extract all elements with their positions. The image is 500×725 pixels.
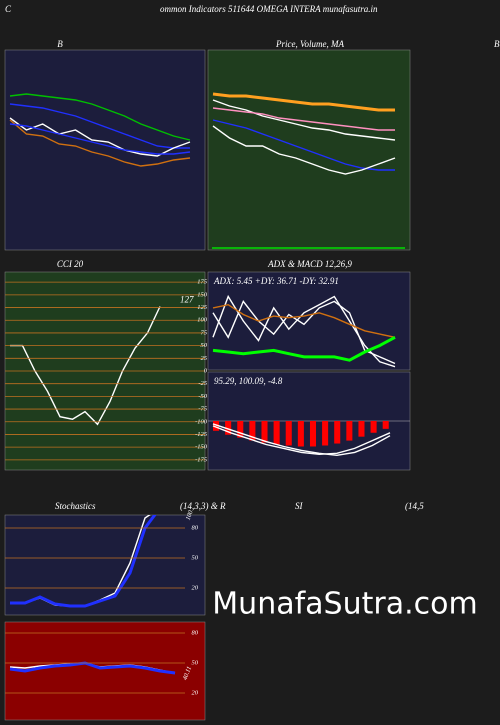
histogram-bar bbox=[370, 421, 377, 433]
indicator-values: ADX: 5.45 +DY: 36.71 -DY: 32.91 bbox=[213, 276, 339, 286]
series-line bbox=[212, 107, 395, 131]
series-line bbox=[10, 515, 157, 608]
y-tick-label: 20 bbox=[192, 689, 199, 696]
y-tick-label: 80 bbox=[192, 524, 199, 531]
y-tick-label: -50 bbox=[198, 393, 207, 400]
plot bbox=[208, 420, 410, 457]
panel-title: Price, Volume, MA bbox=[275, 39, 344, 49]
y-tick-label: 75 bbox=[201, 329, 208, 336]
stoch-title: (14,3,3) & R bbox=[180, 501, 226, 511]
y-tick-label: 175 bbox=[197, 279, 208, 286]
y-tick-label: 50 bbox=[192, 554, 199, 561]
y-tick-label: -175 bbox=[195, 456, 208, 463]
last-value: 127 bbox=[180, 295, 194, 305]
series-line bbox=[212, 335, 396, 362]
plot bbox=[9, 93, 191, 167]
y-tick-label: 25 bbox=[201, 355, 208, 362]
panel bbox=[4, 49, 206, 251]
y-tick-label: -150 bbox=[195, 444, 208, 451]
last-value: 100 bbox=[185, 509, 195, 521]
y-tick-label: -100 bbox=[195, 418, 208, 425]
plot bbox=[9, 661, 176, 675]
histogram-bar bbox=[309, 421, 317, 447]
stoch-title: SI bbox=[295, 501, 304, 511]
panel-title: CCI 20 bbox=[57, 259, 84, 269]
histogram-bar bbox=[346, 421, 353, 441]
y-tick-label: 150 bbox=[197, 291, 208, 298]
watermark: MunafaSutra.com bbox=[212, 587, 477, 622]
y-tick-label: 0 bbox=[204, 367, 208, 374]
y-tick-label: -125 bbox=[195, 431, 208, 438]
stoch-title: Stochastics bbox=[55, 501, 96, 511]
histogram-bar bbox=[334, 421, 341, 444]
y-tick-label: 20 bbox=[192, 584, 199, 591]
plot bbox=[212, 92, 396, 175]
histogram-bar bbox=[297, 421, 304, 447]
header-title: ommon Indicators 511644 OMEGA INTERA mun… bbox=[160, 4, 378, 14]
last-value: 40.11 bbox=[182, 665, 193, 681]
histogram-bar bbox=[237, 421, 244, 438]
series-line bbox=[212, 92, 395, 112]
histogram-bar bbox=[273, 421, 280, 445]
series-line bbox=[212, 303, 396, 338]
histogram-bar bbox=[382, 421, 389, 429]
series-line bbox=[212, 294, 396, 368]
histogram-bar bbox=[358, 421, 365, 437]
stoch-title: (14,5 bbox=[405, 501, 424, 511]
y-tick-label: 50 bbox=[201, 342, 208, 349]
histogram-bar bbox=[261, 421, 268, 443]
series-line bbox=[212, 425, 391, 456]
panel bbox=[207, 49, 411, 251]
y-tick-label: -25 bbox=[198, 380, 207, 387]
plot bbox=[212, 294, 396, 368]
series-line bbox=[212, 99, 396, 141]
y-tick-label: 125 bbox=[197, 304, 208, 311]
histogram-bar bbox=[249, 421, 256, 441]
histogram-bar bbox=[225, 421, 232, 435]
panel-title: B bbox=[57, 39, 63, 49]
series-line bbox=[9, 661, 176, 675]
series-line bbox=[212, 423, 391, 457]
series-line bbox=[212, 125, 396, 175]
series-line bbox=[9, 93, 191, 141]
y-tick-label: -75 bbox=[198, 406, 207, 413]
panel bbox=[4, 621, 206, 721]
histogram-bar bbox=[285, 421, 292, 446]
histogram-bar bbox=[322, 421, 329, 446]
header-right: B bbox=[494, 39, 500, 49]
series-line bbox=[9, 119, 191, 167]
series-line bbox=[9, 103, 190, 149]
header-left: C bbox=[5, 4, 12, 14]
histogram-bar bbox=[213, 421, 220, 431]
y-tick-label: 50 bbox=[192, 659, 199, 666]
series-line bbox=[9, 123, 191, 155]
indicator-values: 95.29, 100.09, -4.8 bbox=[214, 376, 283, 386]
y-tick-label: 100 bbox=[197, 317, 208, 324]
plot bbox=[10, 515, 157, 608]
y-tick-label: 80 bbox=[192, 629, 199, 636]
panel-title: ADX & MACD 12,26,9 bbox=[267, 259, 352, 269]
panel bbox=[207, 271, 411, 371]
